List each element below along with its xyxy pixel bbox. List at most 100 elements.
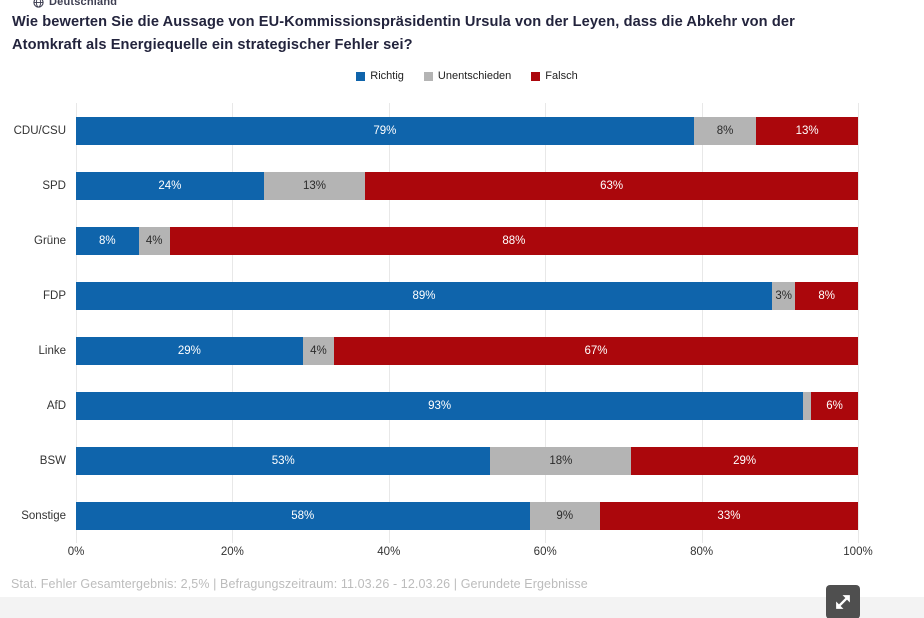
segment-value-label: 24%	[158, 179, 182, 192]
expand-button[interactable]	[826, 585, 860, 618]
bar-segment-richtig: 93%	[76, 391, 804, 420]
segment-value-label: 13%	[302, 179, 327, 192]
segment-value-label: 89%	[412, 289, 436, 302]
bar-row-cdu-csu: CDU/CSU 79% 8% 13%	[14, 103, 858, 158]
legend-label: Unentschieden	[437, 70, 512, 82]
category-label: Linke	[38, 344, 67, 357]
x-tick-label: 100%	[843, 546, 873, 558]
gridline	[701, 103, 703, 543]
stacked-bar: 24% 13% 63%	[76, 171, 858, 200]
region-label: Deutschland	[49, 0, 118, 8]
legend-swatch-icon	[356, 71, 366, 81]
segment-value-label: 93%	[428, 399, 452, 412]
stacked-bar: 29% 4% 67%	[76, 336, 858, 365]
segment-value-label: 8%	[98, 234, 116, 247]
legend-label: Falsch	[545, 70, 578, 82]
stacked-bar: 89% 3% 8%	[76, 281, 858, 310]
bar-segment-unentschieden: 13%	[263, 171, 366, 200]
legend-item-unentschieden: Unentschieden	[423, 70, 512, 82]
bar-segment-unentschieden: 3%	[771, 281, 796, 310]
category-label: AfD	[46, 399, 66, 412]
bar-segment-falsch: 8%	[795, 281, 858, 310]
segment-value-label: 4%	[145, 234, 163, 247]
region-tag: Deutschland	[33, 0, 117, 8]
plot-area: CDU/CSU 79% 8% 13% SPD 24% 13% 63% Grüne 8% 4% 88% F…	[14, 103, 859, 543]
category-label: Grüne	[34, 234, 66, 247]
bar-row-sonstige: Sonstige 58% 9% 33%	[21, 488, 858, 543]
category-label: FDP	[43, 289, 66, 302]
bar-segment-falsch: 29%	[631, 446, 858, 475]
chart-legend: Richtig Unentschieden Falsch	[76, 70, 858, 82]
x-axis: 0% 20% 40% 60% 80% 100%	[68, 546, 873, 560]
gridline	[232, 103, 234, 543]
category-label: Sonstige	[21, 509, 66, 522]
bar-segment-unentschieden: 8%	[693, 116, 757, 145]
bar-segment-richtig: 53%	[76, 446, 491, 475]
bar-segment-falsch: 33%	[599, 501, 858, 530]
segment-value-label: 29%	[733, 454, 757, 467]
segment-value-label: 88%	[502, 234, 526, 247]
segment-value-label: 3%	[775, 289, 792, 302]
bar-row-linke: Linke 29% 4% 67%	[39, 323, 858, 378]
bar-row-fdp: FDP 89% 3% 8%	[43, 268, 858, 323]
bar-segment-falsch: 88%	[169, 226, 858, 255]
stacked-bar: 79% 8% 13%	[76, 116, 858, 145]
bar-row-gr-ne: Grüne 8% 4% 88%	[34, 213, 858, 268]
bar-row-spd: SPD 24% 13% 63%	[42, 158, 858, 213]
bar-segment-unentschieden: 18%	[490, 446, 632, 475]
bar-segment-falsch: 63%	[365, 171, 858, 200]
x-tick-label: 20%	[220, 546, 244, 558]
globe-icon	[33, 0, 44, 8]
category-label: SPD	[42, 179, 66, 192]
gridline	[388, 103, 390, 543]
page-title: Wie bewerten Sie die Aussage von EU-Komm…	[12, 14, 795, 53]
bar-segment-falsch: 67%	[334, 336, 858, 365]
segment-value-label: 4%	[310, 344, 327, 357]
legend-swatch-icon	[531, 71, 541, 81]
bar-segment-falsch: 13%	[756, 116, 858, 145]
x-tick-label: 0%	[67, 546, 85, 558]
bar-segment-richtig: 79%	[76, 116, 694, 145]
x-tick-label: 80%	[690, 546, 714, 558]
segment-value-label: 79%	[373, 124, 397, 137]
bar-segment-richtig: 29%	[76, 336, 303, 365]
bar-segment-unentschieden	[803, 391, 812, 420]
footer-note: Stat. Fehler Gesamtergebnis: 2,5% | Befr…	[11, 577, 588, 591]
segment-value-label: 9%	[556, 509, 574, 522]
segment-value-label: 53%	[271, 454, 295, 467]
bar-segment-richtig: 89%	[76, 281, 772, 310]
bar-row-bsw: BSW 53% 18% 29%	[40, 433, 858, 488]
segment-value-label: 13%	[795, 124, 819, 137]
bar-segment-unentschieden: 4%	[138, 226, 170, 255]
x-tick-label: 40%	[377, 546, 401, 558]
gridline	[545, 103, 547, 543]
segment-value-label: 58%	[291, 509, 315, 522]
gridline	[76, 103, 77, 543]
x-tick-label: 60%	[533, 546, 557, 558]
segment-value-label: 18%	[549, 454, 573, 467]
segment-value-label: 6%	[826, 399, 843, 412]
segment-value-label: 63%	[600, 179, 624, 192]
legend-item-richtig: Richtig	[356, 70, 404, 82]
bottom-strip	[0, 597, 924, 618]
segment-value-label: 67%	[584, 344, 608, 357]
stacked-bar: 93% 6%	[76, 391, 858, 420]
bar-segment-falsch: 6%	[811, 391, 858, 420]
category-label: CDU/CSU	[13, 124, 66, 137]
stacked-bar: 8% 4% 88%	[76, 226, 858, 255]
gridline	[858, 103, 859, 543]
legend-item-falsch: Falsch	[531, 70, 578, 82]
legend-swatch-icon	[423, 71, 433, 81]
category-label: BSW	[39, 454, 66, 467]
legend-label: Richtig	[370, 70, 404, 82]
segment-value-label: 33%	[717, 509, 741, 522]
bar-row-afd: AfD 93% 6%	[47, 378, 858, 433]
bar-segment-richtig: 58%	[76, 501, 530, 530]
bar-segment-unentschieden: 9%	[529, 501, 600, 530]
segment-value-label: 8%	[716, 124, 734, 137]
stacked-bar: 58% 9% 33%	[76, 501, 858, 530]
segment-value-label: 29%	[177, 344, 201, 357]
stacked-bar: 53% 18% 29%	[76, 446, 858, 475]
bar-segment-richtig: 8%	[76, 226, 139, 255]
